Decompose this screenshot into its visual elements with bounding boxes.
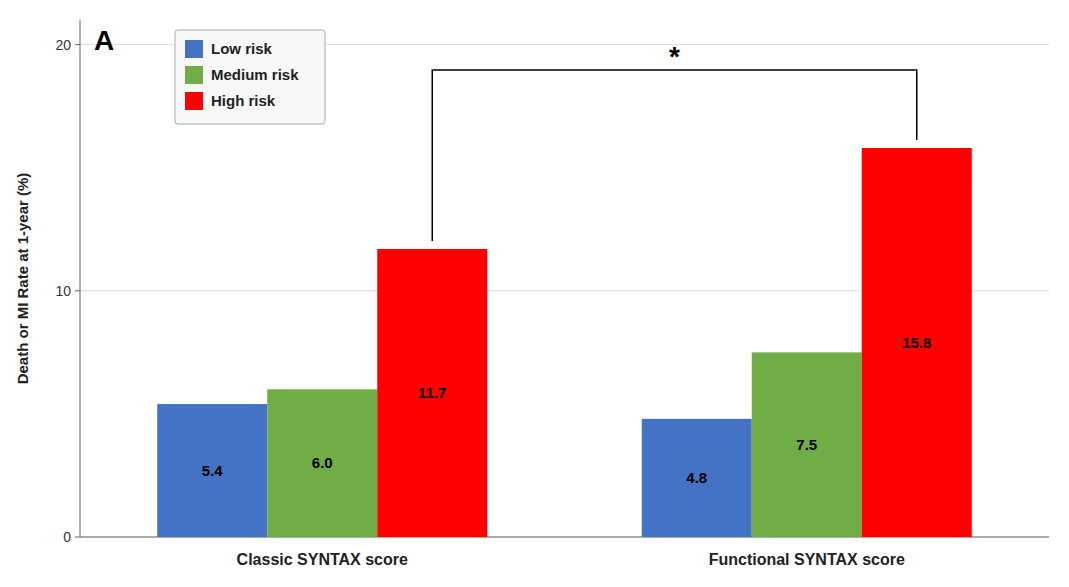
legend-swatch [185,40,203,58]
y-axis-line [80,20,81,537]
legend-label: Low risk [211,40,273,57]
y-tick [75,290,80,291]
data-label: 11.7 [418,384,446,401]
data-label: 7.5 [796,436,817,453]
y-tick-label: 0 [63,529,71,545]
y-tick [75,537,80,538]
chart-container: 0 10 20 5.4 4.8 6.0 7.5 11.7 15.8 Classic SYNTAX … [0,0,1069,587]
bar [157,404,267,537]
significance-bracket [432,70,917,241]
data-label: 6.0 [312,454,333,471]
y-tick-label: 10 [55,283,71,299]
legend: Low risk Medium risk High risk [175,30,325,124]
panel-label: A [94,25,114,56]
bar [267,389,377,537]
significance-label: * [669,41,680,72]
legend-swatch [185,66,203,84]
y-axis-label: Death or MI Rate at 1-year (%) [14,173,31,385]
legend-label: Medium risk [211,66,299,83]
legend-frame [175,30,325,124]
bar [862,148,972,537]
data-label: 5.4 [202,462,224,479]
legend-label: High risk [211,92,276,109]
data-label: 4.8 [686,469,707,486]
y-tick-label: 20 [55,37,71,53]
chart: 0 10 20 5.4 4.8 6.0 7.5 11.7 15.8 Classic SYNTAX … [0,0,1069,587]
y-tick [75,44,80,45]
bars [157,148,972,537]
bar [752,352,862,537]
bar [642,419,752,537]
x-tick-label: Classic SYNTAX score [237,551,408,568]
legend-swatch [185,92,203,110]
data-label: 15.8 [902,334,931,351]
bar [377,249,487,537]
x-tick-label: Functional SYNTAX score [709,551,905,568]
